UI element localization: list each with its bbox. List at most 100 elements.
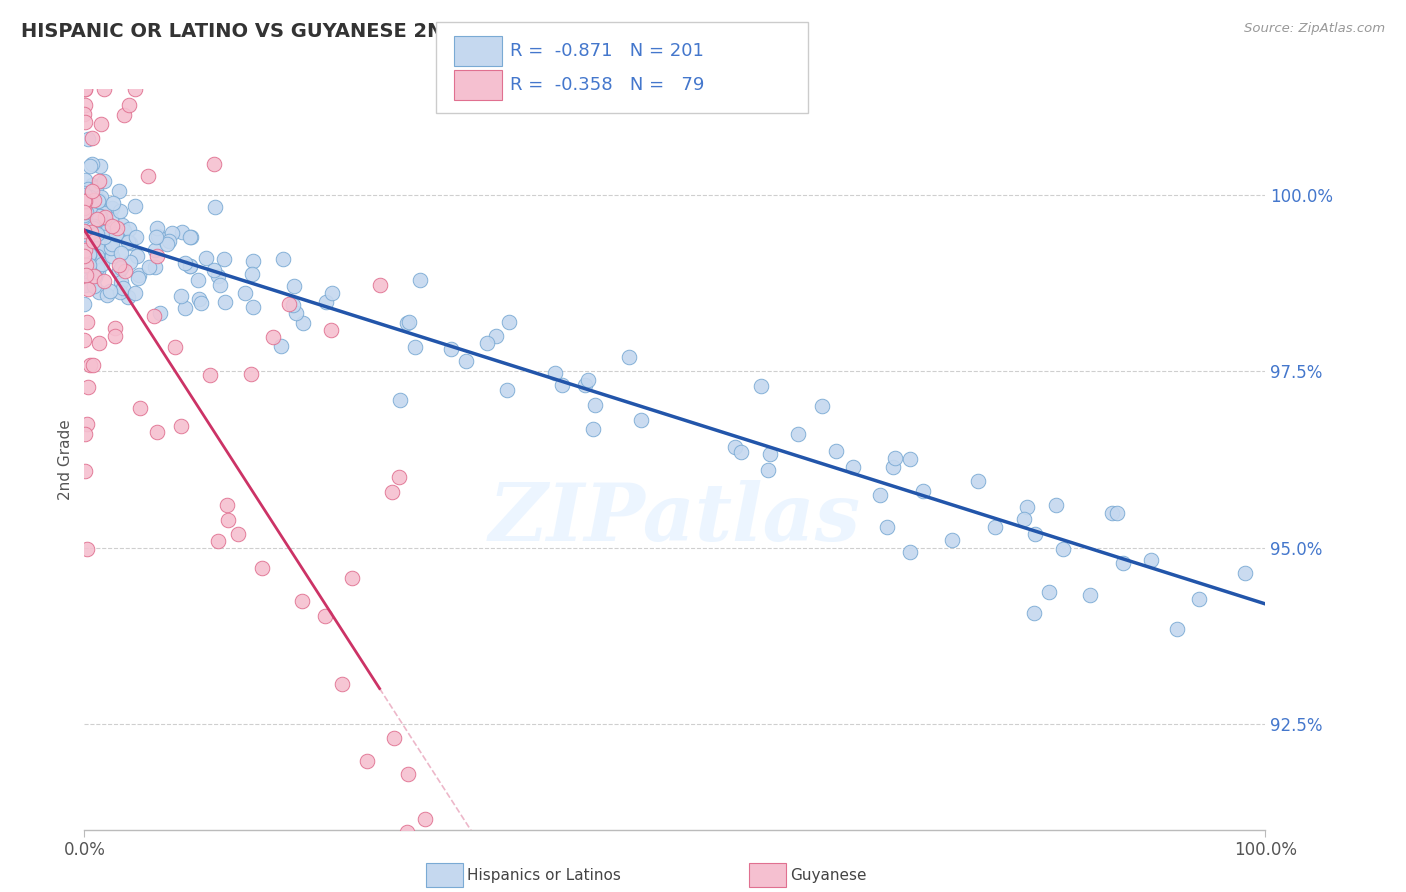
Point <box>73 194 96 208</box>
Point <box>73 225 96 239</box>
Point <box>77 248 100 262</box>
Point <box>90 190 112 204</box>
Point <box>404 341 426 355</box>
Point <box>233 285 256 300</box>
Point <box>76 257 98 271</box>
Point <box>389 393 412 408</box>
Point <box>576 373 599 387</box>
Point <box>941 533 963 547</box>
Point <box>76 417 98 432</box>
Point <box>1233 566 1256 581</box>
Point <box>174 256 197 270</box>
Point <box>80 225 103 239</box>
Point <box>582 422 605 436</box>
Point <box>73 238 96 252</box>
Point <box>100 212 122 227</box>
Point <box>190 296 212 310</box>
Point <box>413 812 436 826</box>
Point <box>1038 585 1060 599</box>
Point <box>77 210 100 224</box>
Point <box>73 214 96 228</box>
Point <box>630 413 652 427</box>
Point <box>73 426 96 441</box>
Point <box>170 418 193 433</box>
Point <box>100 241 122 255</box>
Point <box>93 205 115 219</box>
Point <box>912 484 935 499</box>
Point <box>395 825 418 839</box>
Point <box>93 174 115 188</box>
Point <box>1166 622 1188 636</box>
Point <box>188 292 211 306</box>
Point <box>368 277 391 292</box>
Point <box>108 259 131 273</box>
Point <box>1112 557 1135 571</box>
Point <box>75 252 97 266</box>
Point <box>811 399 834 413</box>
Point <box>340 571 363 585</box>
Point <box>319 323 342 337</box>
Point <box>146 228 169 243</box>
Point <box>207 533 229 548</box>
Point <box>1024 526 1046 541</box>
Point <box>80 130 103 145</box>
Point <box>86 249 108 263</box>
Point <box>110 204 132 219</box>
Point <box>87 335 110 350</box>
Y-axis label: 2nd Grade: 2nd Grade <box>58 419 73 500</box>
Point <box>90 257 112 271</box>
Point <box>76 315 98 329</box>
Point <box>104 321 127 335</box>
Point <box>409 273 432 287</box>
Point <box>285 306 308 320</box>
Point <box>146 425 169 440</box>
Point <box>73 82 96 96</box>
Point <box>485 329 508 343</box>
Point <box>73 249 96 263</box>
Point <box>73 199 96 213</box>
Point <box>170 225 193 239</box>
Point <box>574 377 596 392</box>
Point <box>73 115 96 129</box>
Point <box>101 219 124 234</box>
Point <box>80 157 103 171</box>
Point <box>876 520 898 534</box>
Point <box>75 82 97 96</box>
Point <box>751 379 773 393</box>
Point <box>583 398 606 412</box>
Point <box>388 470 411 484</box>
Point <box>89 209 111 223</box>
Point <box>73 106 96 120</box>
Point <box>107 264 129 278</box>
Point <box>966 475 988 489</box>
Point <box>1140 552 1163 566</box>
Point <box>125 249 148 263</box>
Point <box>75 268 97 282</box>
Point <box>252 560 274 574</box>
Point <box>207 269 229 284</box>
Point <box>145 243 167 257</box>
Point <box>117 235 139 249</box>
Point <box>209 278 232 293</box>
Point <box>80 178 103 192</box>
Point <box>179 230 201 244</box>
Point <box>87 242 110 256</box>
Point <box>118 98 141 112</box>
Point <box>149 306 172 320</box>
Point <box>724 440 747 454</box>
Point <box>87 193 110 207</box>
Point <box>82 184 104 198</box>
Point <box>77 256 100 270</box>
Point <box>124 230 146 244</box>
Point <box>76 230 98 244</box>
Point <box>204 200 226 214</box>
Point <box>165 340 187 354</box>
Point <box>543 367 565 381</box>
Point <box>145 229 167 244</box>
Point <box>321 286 343 301</box>
Point <box>110 260 132 275</box>
Point <box>124 82 146 96</box>
Point <box>117 234 139 248</box>
Point <box>356 754 378 768</box>
Point <box>381 861 404 875</box>
